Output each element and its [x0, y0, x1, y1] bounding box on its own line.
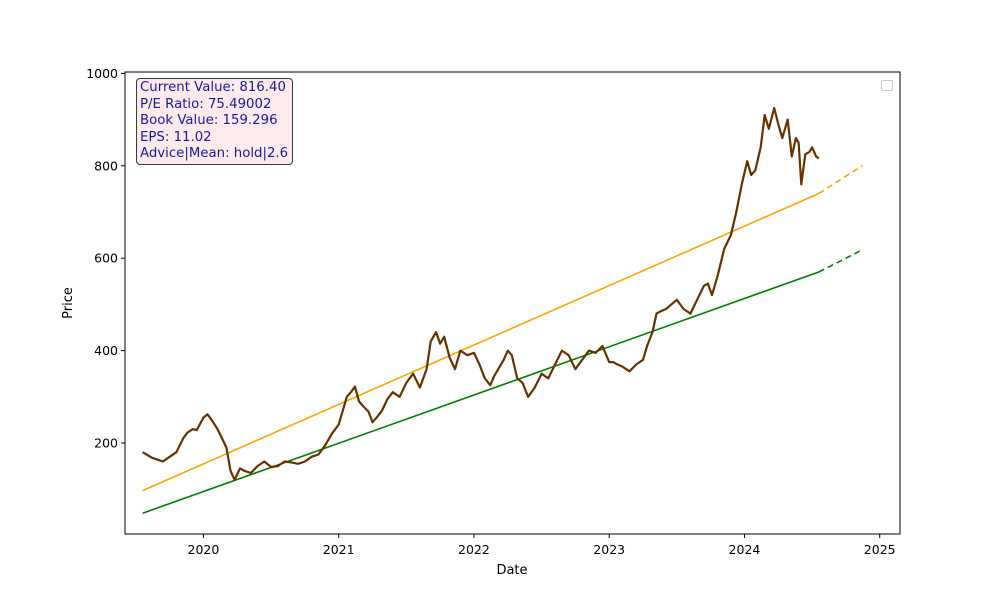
- y-tick-label: 800: [94, 158, 118, 173]
- x-axis: 2020 2021 2022 2023 2024 2025: [188, 534, 896, 557]
- series-orange-trend: [142, 192, 820, 492]
- series-orange-trend-forecast: [818, 165, 863, 195]
- y-axis: 200 400 600 800 1000: [86, 66, 125, 450]
- x-tick-label: 2020: [188, 542, 220, 557]
- legend: [881, 80, 893, 91]
- y-tick-label: 400: [94, 343, 118, 358]
- advice-mean-text: Advice|Mean: hold|2.6: [140, 146, 289, 162]
- book-value-text: Book Value: 159.296: [140, 113, 278, 129]
- series-green-trend: [142, 271, 820, 514]
- x-tick-label: 2024: [729, 542, 761, 557]
- series-green-trend-forecast: [818, 249, 863, 273]
- y-tick-label: 600: [94, 251, 118, 266]
- current-value-text: Current Value: 816.40: [140, 80, 286, 95]
- x-tick-label: 2021: [323, 542, 355, 557]
- eps-text: EPS: 11.02: [140, 129, 212, 145]
- y-axis-label: Price: [61, 287, 76, 319]
- stock-info-box: Current Value: 816.40 P/E Ratio: 75.4900…: [136, 78, 294, 165]
- y-tick-label: 200: [94, 435, 118, 450]
- x-tick-label: 2022: [458, 542, 490, 557]
- axes-frame: [124, 71, 901, 535]
- x-tick-label: 2025: [864, 542, 896, 557]
- x-tick-label: 2023: [593, 542, 625, 557]
- plot-lines: [142, 106, 863, 514]
- series-price: [142, 106, 820, 481]
- y-tick-label: 1000: [86, 66, 118, 81]
- x-axis-label: Date: [496, 563, 527, 578]
- pe-ratio-text: P/E Ratio: 75.49002: [140, 96, 272, 112]
